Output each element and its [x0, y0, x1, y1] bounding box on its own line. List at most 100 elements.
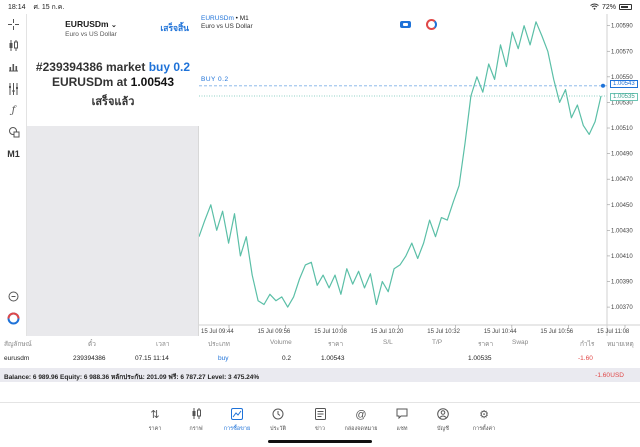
row-current-price: 1.00535: [468, 355, 492, 362]
col-tp[interactable]: T/P: [432, 339, 443, 346]
nav-history[interactable]: ประวัติ: [258, 408, 298, 433]
chevron-down-icon: ⌄: [110, 22, 117, 29]
chart-canvas[interactable]: 1.00590 1.00570 1.00550 1.00530 1.00510 1.004…: [199, 14, 640, 336]
y-tick-label: 1.00390: [611, 280, 633, 286]
col-comment[interactable]: หมายเหตุ: [607, 341, 634, 348]
position-marker: [601, 83, 605, 88]
y-tick-label: 1.00370: [611, 305, 633, 311]
buy-price-tag: 1.00543: [610, 80, 638, 88]
col-sl[interactable]: S/L: [383, 339, 393, 346]
nav-trade[interactable]: การซื้อขาย: [217, 408, 257, 433]
row-type: buy: [218, 355, 229, 362]
bars-icon[interactable]: [6, 60, 21, 73]
nav-account-label: บัญชี: [437, 426, 449, 432]
y-tick-label: 1.00430: [611, 228, 633, 234]
chat-icon: [382, 408, 422, 423]
order-ticket-line: #239394386 market buy 0.2: [27, 60, 199, 74]
trade-table: สัญลักษณ์ ตั๋ว เวลา ประเภท Volume ราคา S…: [0, 336, 640, 384]
bottom-nav: ⇅ ราคา กราฟ การซื้อขาย ประวัติ ข่าว: [0, 402, 640, 447]
nav-settings-label: การตั้งค่า: [472, 426, 496, 432]
price-series-line: [199, 21, 602, 308]
y-tick-label: 1.00410: [611, 254, 633, 260]
zoom-icon[interactable]: [6, 290, 21, 303]
col-symbol[interactable]: สัญลักษณ์: [4, 341, 32, 348]
symbol-name: EURUSDm: [65, 19, 109, 29]
col-profit[interactable]: กำไร: [580, 341, 595, 348]
table-row[interactable]: eurusdm 239394386 07.15 11:14 buy 0.2 1.…: [0, 352, 640, 364]
one-click-trading-icon[interactable]: [6, 312, 21, 325]
settings-icon: ⚙: [479, 409, 489, 421]
order-price-line: EURUSDm at 1.00543: [27, 75, 199, 89]
nav-news[interactable]: ข่าว: [300, 408, 340, 433]
nav-trade-label: การซื้อขาย: [223, 426, 251, 432]
chart-symbol: EURUSDm: [201, 15, 234, 22]
x-tick-label: 15 Jul 10:56: [540, 329, 573, 335]
buy-line-label: BUY 0.2: [201, 76, 229, 83]
nav-news-label: ข่าว: [315, 426, 325, 432]
order-symbol-at: EURUSDm at: [51, 75, 128, 89]
col-price[interactable]: ราคา: [328, 341, 344, 348]
x-tick-label: 15 Jul 10:20: [371, 329, 404, 335]
y-tick-label: 1.00590: [611, 24, 633, 30]
col-swap[interactable]: Swap: [512, 339, 529, 346]
nav-mailbox[interactable]: @ กล่องจดหมาย: [341, 408, 381, 433]
account-summary-text: Balance: 6 989.96 Equity: 6 988.36 หลักป…: [4, 374, 260, 381]
y-tick-label: 1.00530: [611, 100, 633, 106]
chart-trade-toggle-icon[interactable]: [400, 21, 411, 28]
symbol-selector[interactable]: EURUSDm ⌄: [27, 19, 155, 29]
status-time: 18:14: [8, 3, 26, 11]
account-icon: [423, 408, 463, 423]
nav-mailbox-label: กล่องจดหมาย: [344, 426, 378, 432]
nav-chat-label: แชท: [396, 426, 408, 432]
chart-title: EURUSDm • M1: [201, 15, 249, 22]
row-open-price: 1.00543: [321, 355, 345, 362]
status-left: 18:14 ศ. 15 ก.ค.: [8, 2, 70, 13]
x-tick-label: 15 Jul 10:32: [427, 329, 460, 335]
bid-price-tag: 1.00535: [610, 93, 638, 101]
wifi-icon: [590, 3, 599, 12]
nav-quotes-label: ราคา: [148, 426, 162, 432]
nav-settings[interactable]: ⚙ การตั้งค่า: [464, 408, 504, 433]
row-time: 07.15 11:14: [135, 355, 169, 362]
order-action: buy 0.2: [148, 60, 191, 74]
y-tick-label: 1.00470: [611, 177, 633, 183]
col-time[interactable]: เวลา: [156, 341, 170, 348]
quotes-arrows-icon: ⇅: [150, 409, 160, 421]
chart-icon: [176, 408, 216, 423]
row-ticket: 239394386: [73, 355, 106, 362]
candles-icon[interactable]: [6, 39, 21, 52]
trade-table-header: สัญลักษณ์ ตั๋ว เวลา ประเภท Volume ราคา S…: [0, 336, 640, 348]
nav-chart[interactable]: กราฟ: [176, 408, 216, 433]
status-bar: 18:14 ศ. 15 ก.ค. 72%: [0, 0, 640, 14]
nav-account[interactable]: บัญชี: [423, 408, 463, 433]
indicators-icon[interactable]: [6, 82, 21, 95]
nav-chat[interactable]: แชท: [382, 408, 422, 433]
shapes-icon[interactable]: [6, 125, 21, 138]
y-tick-label: 1.00550: [611, 75, 633, 81]
x-tick-label: 15 Jul 11:08: [597, 329, 630, 335]
col-current-price[interactable]: ราคา: [478, 341, 494, 348]
nav-quotes[interactable]: ⇅ ราคา: [135, 408, 175, 433]
crosshair-icon[interactable]: [6, 18, 21, 31]
chart-timeframe: • M1: [233, 15, 249, 22]
status-right: 72%: [590, 3, 632, 12]
battery-percent: 72%: [601, 3, 616, 11]
function-icon[interactable]: ƒ: [11, 105, 16, 116]
y-tick-label: 1.00490: [611, 152, 633, 158]
done-button[interactable]: เสร็จสิ้น: [160, 23, 189, 33]
price-chart[interactable]: 1.00590 1.00570 1.00550 1.00530 1.00510 1.004…: [199, 14, 640, 336]
col-volume[interactable]: Volume: [270, 339, 292, 346]
chart-one-click-icon[interactable]: [426, 19, 437, 30]
col-type[interactable]: ประเภท: [208, 341, 230, 348]
account-currency: USD: [610, 372, 624, 379]
timeframe-button[interactable]: M1: [7, 148, 20, 159]
news-icon: [300, 408, 340, 423]
col-ticket[interactable]: ตั๋ว: [88, 341, 96, 348]
y-tick-label: 1.00450: [611, 203, 633, 209]
order-price: 1.00543: [130, 75, 175, 89]
y-tick-label: 1.00510: [611, 126, 633, 132]
row-volume: 0.2: [282, 355, 292, 362]
account-summary: Balance: 6 989.96 Equity: 6 988.36 หลักป…: [0, 368, 640, 382]
x-tick-label: 15 Jul 10:08: [314, 329, 347, 335]
trade-icon: [217, 408, 257, 423]
